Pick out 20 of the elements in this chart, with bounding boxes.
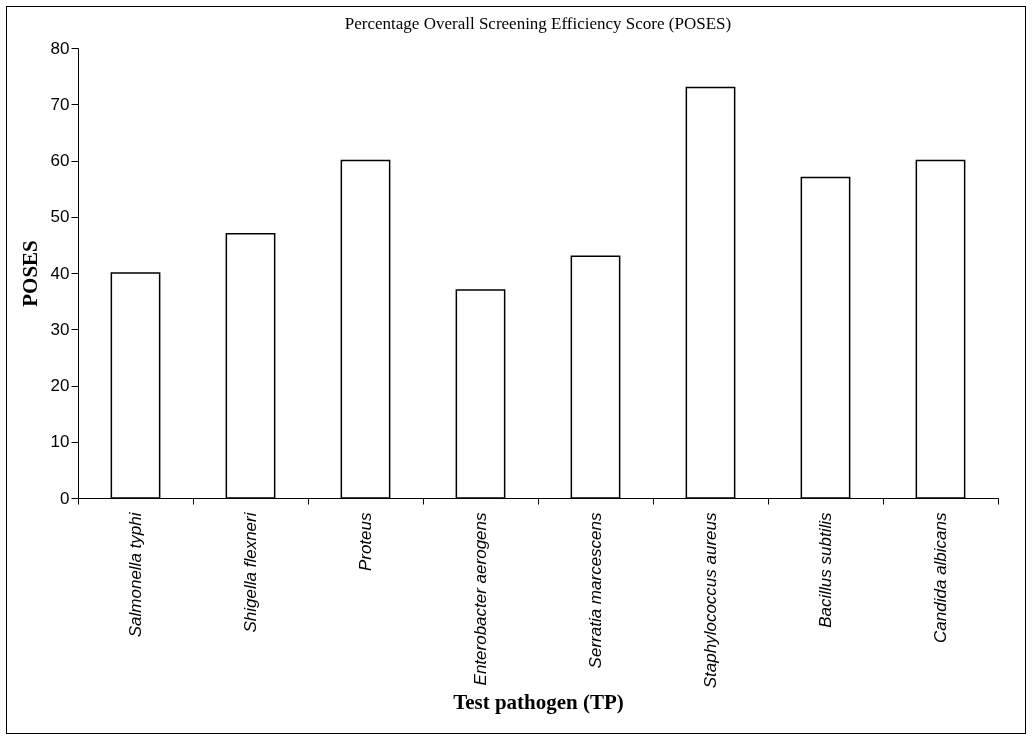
y-tick-label: 20 [50,376,70,395]
x-tick-label: Staphylococcus aureus [701,512,720,689]
y-tick-label: 80 [50,38,70,58]
y-tick-label: 50 [50,207,70,227]
x-tick-label: Shigella flexneri [241,511,260,633]
x-tick-label: Proteus [356,512,375,572]
y-axis-title: POSES [17,240,42,307]
x-tick-label: Candida albicans [931,512,950,643]
y-tick-label: 30 [50,319,70,339]
x-tick-label: Salmonella typhi [126,511,145,638]
x-tick-label: Serratia marcescens [586,512,605,669]
y-tick-label: 70 [50,94,70,114]
y-tick-label: 60 [50,151,70,170]
y-tick-label: 0 [60,488,70,508]
x-tick-label: Bacillus subtilis [816,512,835,628]
x-axis-title: Test pathogen (TP) [453,690,624,715]
chart-title: Percentage Overall Screening Efficiency Score (POSES) [344,14,732,33]
y-tick-label: 40 [50,263,70,283]
x-tick-label: Enterobacter aerogens [471,512,490,686]
y-tick-label: 10 [50,432,70,452]
